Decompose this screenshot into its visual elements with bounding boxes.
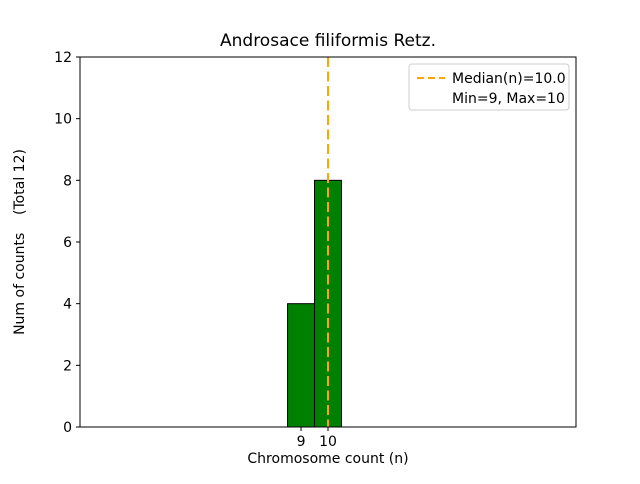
x-tick-label: 9 [297,434,306,450]
legend-entry-minmax: Min=9, Max=10 [452,91,565,107]
y-tick-label: 0 [63,420,72,436]
histogram-bar [287,303,316,428]
chart-title: Androsace filiformis Retz. [220,31,436,51]
legend-entry-median: Median(n)=10.0 [452,71,566,87]
bars-layer [287,179,342,428]
x-axis-label: Chromosome count (n) [247,451,408,467]
y-tick-label: 4 [63,297,72,313]
y-tick-label: 8 [63,173,72,189]
legend: Median(n)=10.0 Min=9, Max=10 [408,63,570,111]
axes-layer: 0 2 4 6 8 10 12 9 10 [54,50,577,450]
y-tick-label: 10 [54,112,72,128]
legend-box [408,63,570,111]
x-tick-label: 10 [319,434,337,450]
y-axis-label: Num of counts (Total 12) [12,149,28,335]
y-tick-label: 12 [54,50,72,66]
y-tick-label: 2 [63,358,72,374]
y-tick-label: 6 [63,235,72,251]
